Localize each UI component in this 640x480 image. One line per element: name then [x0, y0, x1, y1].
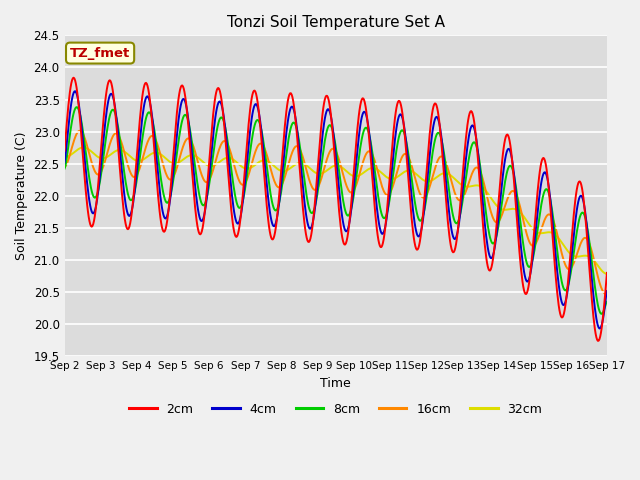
32cm: [403, 168, 410, 174]
4cm: [70, 89, 78, 95]
2cm: [182, 99, 190, 105]
X-axis label: Time: Time: [321, 377, 351, 390]
8cm: [182, 112, 190, 118]
32cm: [61, 155, 68, 160]
32cm: [419, 176, 426, 182]
16cm: [403, 151, 410, 157]
8cm: [73, 104, 81, 110]
32cm: [70, 149, 78, 155]
8cm: [70, 108, 78, 114]
32cm: [211, 162, 218, 168]
2cm: [71, 77, 79, 83]
Line: 16cm: 16cm: [65, 131, 607, 295]
4cm: [596, 325, 604, 331]
16cm: [61, 164, 68, 170]
2cm: [127, 216, 135, 222]
16cm: [419, 194, 426, 200]
32cm: [127, 154, 135, 160]
4cm: [182, 102, 190, 108]
8cm: [419, 216, 426, 222]
8cm: [61, 166, 68, 171]
16cm: [76, 128, 83, 133]
8cm: [598, 311, 605, 317]
Line: 4cm: 4cm: [65, 91, 607, 328]
4cm: [71, 88, 79, 94]
Title: Tonzi Soil Temperature Set A: Tonzi Soil Temperature Set A: [227, 15, 445, 30]
8cm: [211, 141, 218, 147]
Y-axis label: Soil Temperature (C): Soil Temperature (C): [15, 132, 28, 260]
Line: 8cm: 8cm: [65, 107, 607, 314]
16cm: [127, 171, 135, 177]
2cm: [419, 221, 426, 227]
8cm: [403, 138, 410, 144]
32cm: [603, 271, 611, 277]
Legend: 2cm, 4cm, 8cm, 16cm, 32cm: 2cm, 4cm, 8cm, 16cm, 32cm: [124, 398, 547, 420]
4cm: [419, 223, 426, 228]
2cm: [594, 338, 602, 344]
8cm: [127, 197, 135, 203]
Text: TZ_fmet: TZ_fmet: [70, 47, 130, 60]
2cm: [70, 75, 77, 81]
2cm: [61, 148, 68, 154]
4cm: [603, 288, 611, 294]
Line: 2cm: 2cm: [65, 78, 607, 341]
4cm: [211, 120, 218, 125]
4cm: [127, 211, 135, 216]
2cm: [211, 98, 218, 104]
16cm: [211, 162, 218, 168]
4cm: [403, 140, 410, 146]
32cm: [182, 155, 190, 160]
Line: 32cm: 32cm: [65, 147, 607, 274]
2cm: [403, 150, 410, 156]
8cm: [603, 299, 611, 305]
16cm: [70, 137, 78, 143]
4cm: [61, 160, 68, 166]
2cm: [603, 270, 611, 276]
32cm: [79, 144, 87, 150]
16cm: [603, 292, 611, 298]
16cm: [182, 137, 190, 143]
